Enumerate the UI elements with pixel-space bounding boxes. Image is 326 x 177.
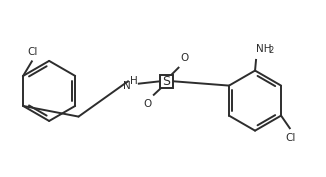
Text: S: S [162,75,170,88]
Text: Cl: Cl [286,133,296,143]
Text: O: O [144,99,152,110]
FancyBboxPatch shape [160,75,173,88]
Text: N: N [123,81,131,91]
Text: O: O [180,53,188,63]
Text: H: H [130,76,138,86]
Text: Cl: Cl [28,47,38,56]
Text: NH: NH [256,44,272,54]
Text: 2: 2 [268,46,274,55]
